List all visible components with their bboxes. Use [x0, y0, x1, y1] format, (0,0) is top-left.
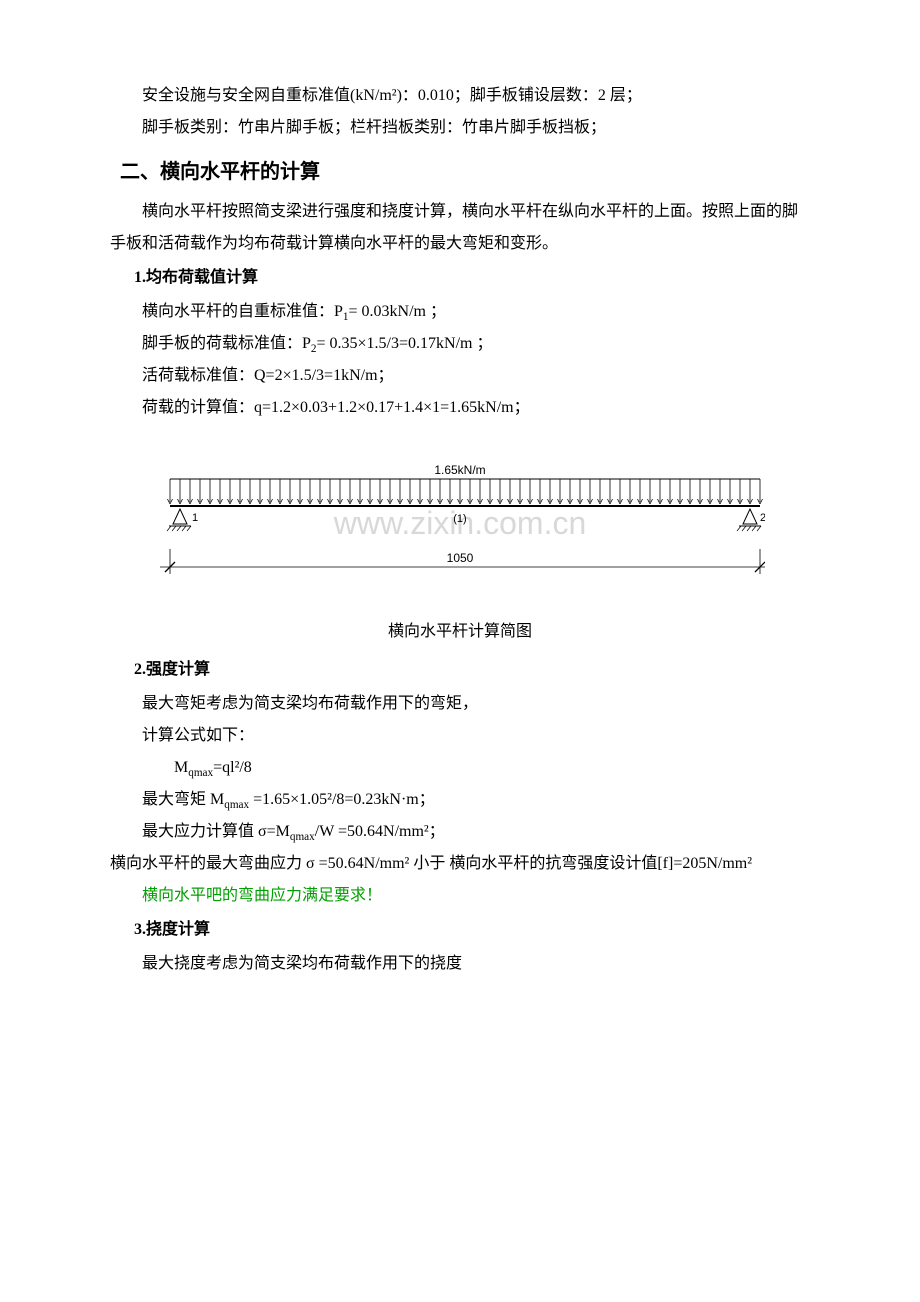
calc-line: 荷载的计算值：q=1.2×0.03+1.2×0.17+1.4×1=1.65kN/…: [110, 392, 810, 424]
right-support-icon: [737, 509, 761, 531]
calc-line: 横向水平杆的最大弯曲应力 σ =50.64N/mm² 小于 横向水平杆的抗弯强度…: [110, 848, 810, 880]
calc-line: 最大弯矩考虑为简支梁均布荷载作用下的弯矩，: [110, 688, 810, 720]
calc-line: 计算公式如下：: [110, 720, 810, 752]
text: 最大应力计算值 σ=M: [142, 823, 290, 840]
paragraph: 横向水平杆按照简支梁进行强度和挠度计算，横向水平杆在纵向水平杆的上面。按照上面的…: [110, 196, 810, 260]
calc-line: 最大应力计算值 σ=Mqmax/W =50.64N/mm²；: [110, 816, 810, 848]
text: 横向水平杆的自重标准值：P: [142, 303, 343, 320]
diagram-svg: www.zixin.com.cn 1.65kN/m 1: [155, 464, 765, 594]
calc-line: 横向水平杆的自重标准值：P1= 0.03kN/m ；: [110, 296, 810, 328]
load-arrows: [168, 479, 763, 504]
load-label: 1.65kN/m: [434, 464, 485, 477]
subsection-heading: 3.挠度计算: [110, 914, 810, 946]
span-label: 1050: [447, 551, 474, 565]
subscript: qmax: [188, 767, 213, 779]
calc-line: 脚手板的荷载标准值：P2= 0.35×1.5/3=0.17kN/m ；: [110, 328, 810, 360]
subsection-heading: 2.强度计算: [110, 654, 810, 686]
text: M: [174, 759, 188, 776]
beam-diagram: www.zixin.com.cn 1.65kN/m 1: [155, 464, 765, 606]
result-ok: 横向水平吧的弯曲应力满足要求！: [110, 880, 810, 912]
mid-label: (1): [453, 513, 466, 525]
left-support-icon: [167, 509, 191, 531]
paragraph: 安全设施与安全网自重标准值(kN/m²)：0.010；脚手板铺设层数：2 层；: [110, 80, 810, 112]
diagram-caption: 横向水平杆计算简图: [110, 616, 810, 648]
left-support-label: 1: [192, 512, 198, 524]
subscript: qmax: [224, 799, 249, 811]
text: = 0.35×1.5/3=0.17kN/m ；: [317, 335, 493, 352]
subsection-heading: 1.均布荷载值计算: [110, 262, 810, 294]
calc-line: 最大弯矩 Mqmax =1.65×1.05²/8=0.23kN·m；: [110, 784, 810, 816]
paragraph: 脚手板类别：竹串片脚手板；栏杆挡板类别：竹串片脚手板挡板；: [110, 112, 810, 144]
subscript: qmax: [290, 831, 315, 843]
calc-line: 最大挠度考虑为简支梁均布荷载作用下的挠度: [110, 948, 810, 980]
text: /W =50.64N/mm²；: [315, 823, 445, 840]
text: = 0.03kN/m ；: [349, 303, 446, 320]
text: =ql²/8: [213, 759, 252, 776]
text: 脚手板的荷载标准值：P: [142, 335, 311, 352]
text: 最大弯矩 M: [142, 791, 224, 808]
calc-line: 活荷载标准值：Q=2×1.5/3=1kN/m；: [110, 360, 810, 392]
text: =1.65×1.05²/8=0.23kN·m；: [249, 791, 435, 808]
formula: Mqmax=ql²/8: [110, 752, 810, 784]
right-support-label: 2: [760, 512, 765, 524]
section-heading: 二、横向水平杆的计算: [110, 152, 810, 192]
